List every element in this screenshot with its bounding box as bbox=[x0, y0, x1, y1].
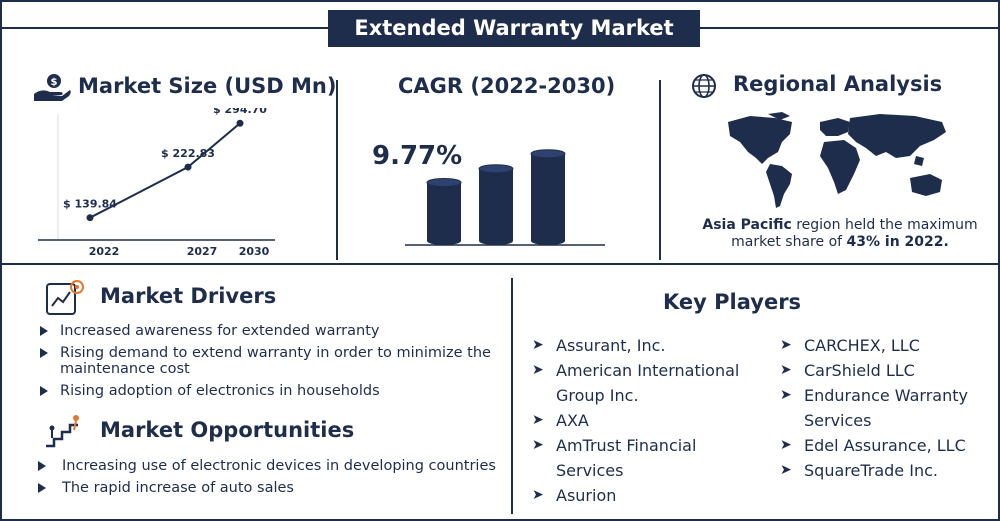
key-players-column-1: ➤ Assurant, Inc. ➤ American International … bbox=[530, 333, 760, 508]
divider-left bbox=[336, 80, 338, 260]
cagr-bar bbox=[427, 182, 461, 241]
data-label: $ 222.83 bbox=[161, 147, 215, 160]
bullet-triangle-icon bbox=[40, 326, 48, 336]
list-item: ➤ CarShield LLC bbox=[778, 358, 988, 383]
list-item: ➤ Assurant, Inc. bbox=[530, 333, 760, 358]
cagr-bar bbox=[479, 168, 513, 241]
drivers-list: Increased awareness for extended warrant… bbox=[38, 323, 498, 405]
list-item: Increasing use of electronic devices in … bbox=[36, 458, 498, 474]
list-item: ➤ AmTrust Financial Services bbox=[530, 433, 760, 483]
svg-text:$: $ bbox=[51, 77, 58, 88]
globe-icon bbox=[692, 74, 716, 98]
cagr-bar-base bbox=[427, 237, 461, 245]
region-text-mid: region held the maximum market share of bbox=[731, 217, 978, 250]
list-item: Rising demand to extend warranty in orde… bbox=[38, 345, 498, 377]
data-point bbox=[236, 119, 244, 127]
chevron-right-icon: ➤ bbox=[780, 437, 792, 453]
x-tick-label: 2022 bbox=[89, 245, 120, 258]
cagr-heading: CAGR (2022-2030) bbox=[398, 74, 616, 98]
bullet-triangle-icon bbox=[38, 461, 46, 471]
stairs-growth-icon bbox=[46, 415, 79, 448]
list-item: Rising adoption of electronics in househ… bbox=[38, 383, 498, 399]
chevron-right-icon: ➤ bbox=[780, 387, 792, 403]
bullet-triangle-icon bbox=[40, 348, 48, 358]
data-point bbox=[86, 214, 94, 222]
market-size-chart: $ 139.84 2022 $ 222.83 2027 $ 294.70 2030 bbox=[38, 108, 275, 258]
divider-right bbox=[659, 80, 661, 260]
list-item: The rapid increase of auto sales bbox=[36, 480, 498, 496]
bullet-triangle-icon bbox=[38, 483, 46, 493]
data-label: $ 294.70 bbox=[213, 108, 267, 116]
top-rule-left bbox=[0, 27, 328, 29]
x-tick-label: 2027 bbox=[187, 245, 218, 258]
chevron-right-icon: ➤ bbox=[780, 337, 792, 353]
page-title: Extended Warranty Market bbox=[328, 10, 700, 47]
chevron-right-icon: ➤ bbox=[532, 337, 544, 353]
cagr-bar-base bbox=[479, 237, 513, 245]
chevron-right-icon: ➤ bbox=[532, 412, 544, 428]
list-item: Increased awareness for extended warrant… bbox=[38, 323, 498, 339]
chevron-right-icon: ➤ bbox=[532, 437, 544, 453]
cagr-bar-top bbox=[426, 178, 462, 187]
cagr-bar-top bbox=[530, 149, 566, 159]
cagr-bar bbox=[531, 153, 565, 241]
opportunities-list: Increasing use of electronic devices in … bbox=[36, 458, 498, 502]
world-map-icon bbox=[728, 112, 946, 208]
list-item: ➤ CARCHEX, LLC bbox=[778, 333, 988, 358]
list-item: ➤ SquareTrade Inc. bbox=[778, 458, 988, 483]
key-players-heading: Key Players bbox=[663, 290, 802, 314]
chevron-right-icon: ➤ bbox=[780, 362, 792, 378]
top-rule-right bbox=[700, 27, 1000, 29]
cagr-bar-top bbox=[478, 164, 514, 174]
regional-heading: Regional Analysis bbox=[733, 72, 943, 96]
region-share: 43% in 2022. bbox=[846, 234, 949, 250]
region-name: Asia Pacific bbox=[702, 217, 792, 233]
chevron-right-icon: ➤ bbox=[532, 362, 544, 378]
data-label: $ 139.84 bbox=[63, 198, 117, 211]
cagr-bar-base bbox=[531, 237, 565, 245]
money-hand-icon: $ bbox=[34, 74, 71, 101]
cagr-value: 9.77% bbox=[372, 141, 463, 171]
regional-summary: Asia Pacific region held the maximum mar… bbox=[690, 217, 990, 251]
analytics-screen-icon bbox=[46, 280, 84, 315]
divider-bottom bbox=[511, 278, 513, 514]
chevron-right-icon: ➤ bbox=[780, 462, 792, 478]
list-item: ➤ AXA bbox=[530, 408, 760, 433]
opportunities-heading: Market Opportunities bbox=[100, 418, 355, 442]
list-item: ➤ Endurance Warranty Services bbox=[778, 383, 988, 433]
market-size-heading: Market Size (USD Mn) bbox=[78, 74, 337, 98]
bullet-triangle-icon bbox=[40, 386, 48, 396]
key-players-column-2: ➤ CARCHEX, LLC ➤ CarShield LLC ➤ Endurance … bbox=[778, 333, 988, 483]
list-item: ➤ American International Group Inc. bbox=[530, 358, 760, 408]
list-item: ➤ Asurion bbox=[530, 483, 760, 508]
middle-divider bbox=[0, 263, 1000, 265]
data-point bbox=[184, 163, 192, 171]
drivers-heading: Market Drivers bbox=[100, 284, 277, 308]
x-tick-label: 2030 bbox=[239, 245, 270, 258]
cagr-bar-graphic bbox=[405, 149, 605, 246]
chevron-right-icon: ➤ bbox=[532, 487, 544, 503]
list-item: ➤ Edel Assurance, LLC bbox=[778, 433, 988, 458]
